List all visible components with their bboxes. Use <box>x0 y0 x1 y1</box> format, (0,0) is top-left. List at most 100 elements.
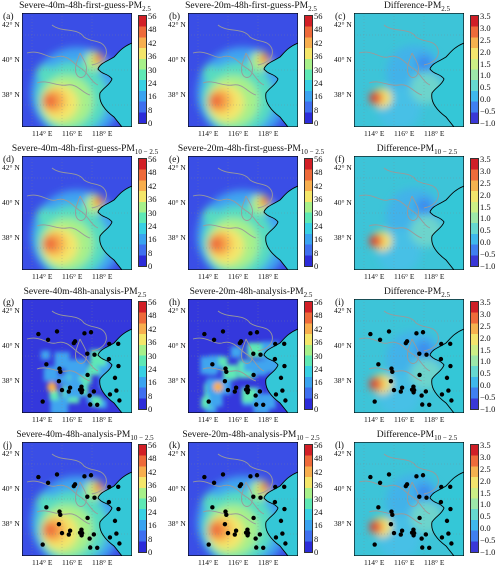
province-border <box>75 338 87 364</box>
bohai-sea <box>430 186 464 270</box>
map-frame <box>188 299 298 413</box>
observation-site <box>377 480 383 485</box>
observation-site <box>282 484 287 490</box>
colorbar-tick-label: 2.0 <box>480 189 491 200</box>
map-frame <box>188 13 298 127</box>
observation-site <box>116 341 121 347</box>
observation-site <box>438 499 444 505</box>
colorbar <box>138 15 147 124</box>
latitude-label: 40° N <box>2 55 20 64</box>
latitude-label: 42° N <box>2 163 20 172</box>
observation-site <box>91 389 97 394</box>
observation-site <box>88 402 93 407</box>
colorbar-tick-label: 56 <box>314 154 323 164</box>
panel-letter: (d) <box>3 155 15 165</box>
observation-site <box>112 375 118 381</box>
observation-site <box>446 531 451 536</box>
latitude-label: 38° N <box>2 233 20 242</box>
field-blob <box>202 494 218 510</box>
province-border <box>51 24 107 66</box>
map-area <box>22 13 132 127</box>
colorbar-tick-label: 0 <box>148 261 153 271</box>
pollution-field <box>369 188 442 270</box>
observation-site <box>414 331 419 336</box>
latitude-label: 38° N <box>168 90 186 99</box>
map-svg <box>188 156 298 270</box>
colorbar-tick-label: 0.5 <box>480 225 491 236</box>
map-frame <box>188 442 298 556</box>
bohai-sea <box>98 329 132 413</box>
colorbar-tick-label: 2.0 <box>480 46 491 57</box>
colorbar-tick-label: 42 <box>314 37 323 48</box>
map-svg <box>188 299 298 413</box>
province-border <box>368 224 423 239</box>
colorbar-tick-label: 36 <box>148 337 157 348</box>
map-panel: Severe-40m-48h-analysis-PM2.5 (g) 42° N 40°… <box>2 286 168 429</box>
panel-title: Difference-PM2.5 <box>336 0 498 15</box>
panel-letter: (b) <box>169 12 181 22</box>
latitude-label: 38° N <box>2 519 20 528</box>
colorbar <box>470 444 479 553</box>
longitude-label: 118° E <box>424 272 445 281</box>
panel-title: Severe-20m-48h-analysis-PM2.5 <box>170 286 332 301</box>
latitude-label: 42° N <box>168 163 186 172</box>
map-area <box>354 442 464 556</box>
observation-site <box>417 515 422 521</box>
analysis-increment <box>208 392 223 407</box>
field-blob <box>209 94 223 108</box>
colorbar-tick-label: 42 <box>148 323 157 334</box>
longitude-label: 114° E <box>364 415 385 424</box>
colorbar-tick-label: 24 <box>314 77 323 88</box>
colorbar-tick-label: 0.5 <box>480 511 491 522</box>
colorbar-tick-label: 3.5 <box>480 297 491 307</box>
colorbar-tick-label: 16 <box>314 91 323 102</box>
latitude-label: 38° N <box>2 90 20 99</box>
observation-site <box>404 339 410 344</box>
observation-site <box>251 351 256 356</box>
colorbar-tick-label: 42 <box>148 180 157 191</box>
panel-title-subscript: 10 − 2.5 <box>434 147 458 156</box>
observation-site <box>82 331 87 336</box>
observation-site <box>67 528 73 533</box>
observation-site <box>56 521 62 527</box>
panel-title-text: Difference-PM <box>383 1 442 11</box>
colorbar <box>470 158 479 267</box>
panel-title-subscript: 2.5 <box>308 4 317 13</box>
province-border <box>407 195 419 221</box>
colorbar-tick-label: −1.0 <box>480 261 496 271</box>
bohai-sea <box>264 186 298 270</box>
colorbar <box>470 15 479 124</box>
panel-title: Severe-20m-48h-analysis-PM10 − 2.5 <box>170 429 332 444</box>
pollution-field <box>197 190 289 270</box>
observation-site <box>58 512 63 518</box>
observation-site <box>399 528 405 533</box>
bohai-sea <box>264 472 298 556</box>
observation-site <box>106 499 112 505</box>
latitude-label: 42° N <box>2 306 20 315</box>
latitude-label: 42° N <box>2 449 20 458</box>
observation-site <box>283 541 288 546</box>
province-border <box>407 52 419 78</box>
observation-site <box>448 506 453 512</box>
observation-site <box>420 402 425 407</box>
observation-site <box>258 352 263 357</box>
observation-site <box>278 375 284 381</box>
observation-site <box>388 378 394 384</box>
bohai-sea <box>264 43 298 127</box>
colorbar-tick-label: 3.0 <box>480 308 491 319</box>
field-blob <box>47 382 57 392</box>
panel-title-text: Severe-40m-48h-first-guess-PM <box>11 144 135 154</box>
observation-site <box>220 472 226 477</box>
colorbar-tick-label: 48 <box>314 167 323 178</box>
colorbar-tick-label: 36 <box>148 51 157 62</box>
coastline <box>263 471 298 556</box>
colorbar-tick-label: 48 <box>314 453 323 464</box>
panel-title-subscript: 2.5 <box>142 4 151 13</box>
observation-site <box>254 402 259 407</box>
colorbar-tick-label: 48 <box>148 24 157 35</box>
coastline <box>263 185 298 270</box>
observation-site <box>44 362 49 367</box>
province-border <box>192 337 265 372</box>
colorbar-tick-label: 16 <box>148 234 157 245</box>
